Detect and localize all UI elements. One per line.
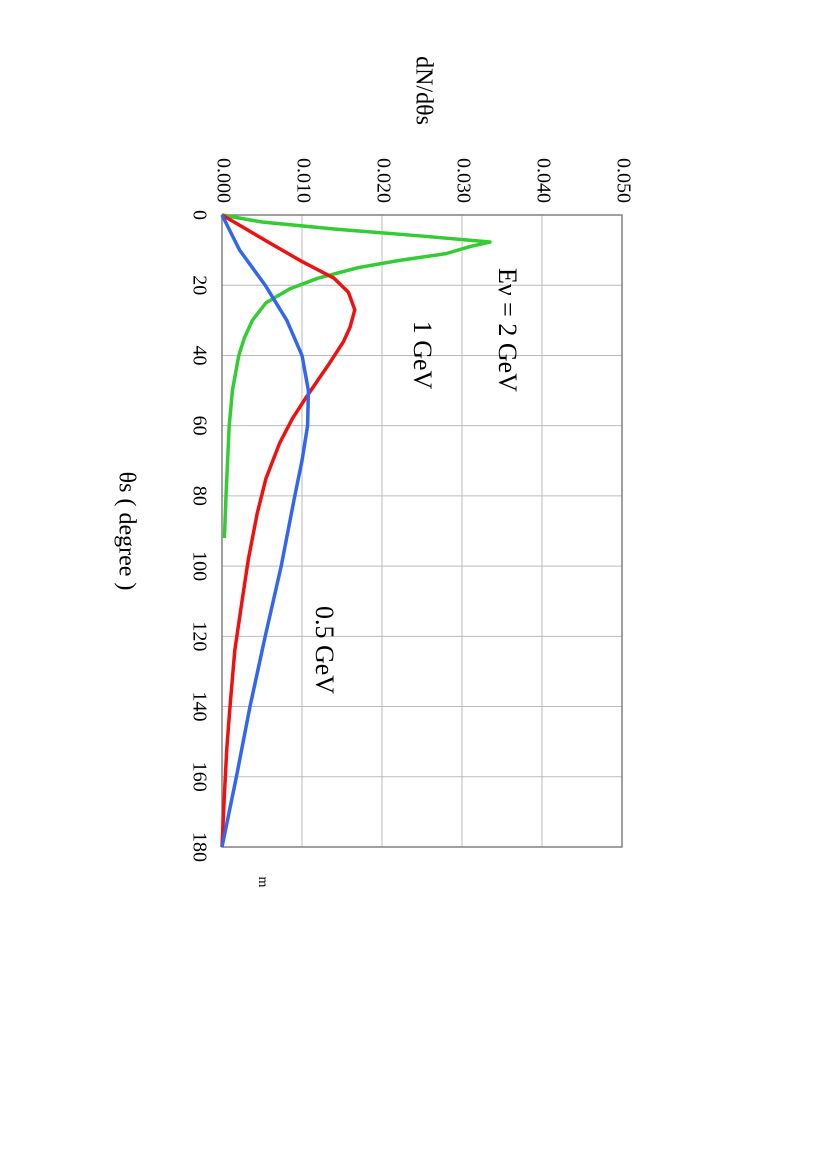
series-line	[220, 214, 311, 848]
x-tick-label: 80	[188, 486, 210, 506]
y-tick-label: 0.000	[212, 158, 234, 203]
x-tick-label: 180	[188, 832, 210, 862]
y-tick-label: 0.040	[532, 158, 554, 203]
annotation: m	[255, 877, 270, 888]
annotation: 1 GeV	[408, 321, 437, 390]
y-tick-label: 0.050	[612, 158, 634, 203]
plot-border	[221, 214, 623, 848]
y-tick-label: 0.020	[372, 158, 394, 203]
x-tick-label: 160	[188, 762, 210, 792]
rotated-chart: θs ( degree ) dN/dθs 0.000 0.010 0.020 0.03…	[113, 56, 634, 887]
x-tick-label: 0	[188, 210, 210, 220]
annotation: Eν = 2 GeV	[493, 268, 522, 392]
y-tick-label: 0.010	[292, 158, 314, 203]
x-tick-label: 120	[188, 621, 210, 651]
series-line	[221, 213, 492, 539]
series-line	[220, 213, 357, 848]
annotation: 0.5 GeV	[310, 606, 339, 694]
x-tick-label: 40	[188, 345, 210, 365]
x-tick-label: 20	[188, 275, 210, 295]
x-tick-label: 140	[188, 692, 210, 722]
x-axis-title: θs ( degree )	[113, 472, 139, 591]
x-tick-label: 60	[188, 416, 210, 436]
x-tick-label: 100	[188, 551, 210, 581]
y-tick-label: 0.030	[452, 158, 474, 203]
y-axis-title: dN/dθs	[410, 56, 436, 125]
